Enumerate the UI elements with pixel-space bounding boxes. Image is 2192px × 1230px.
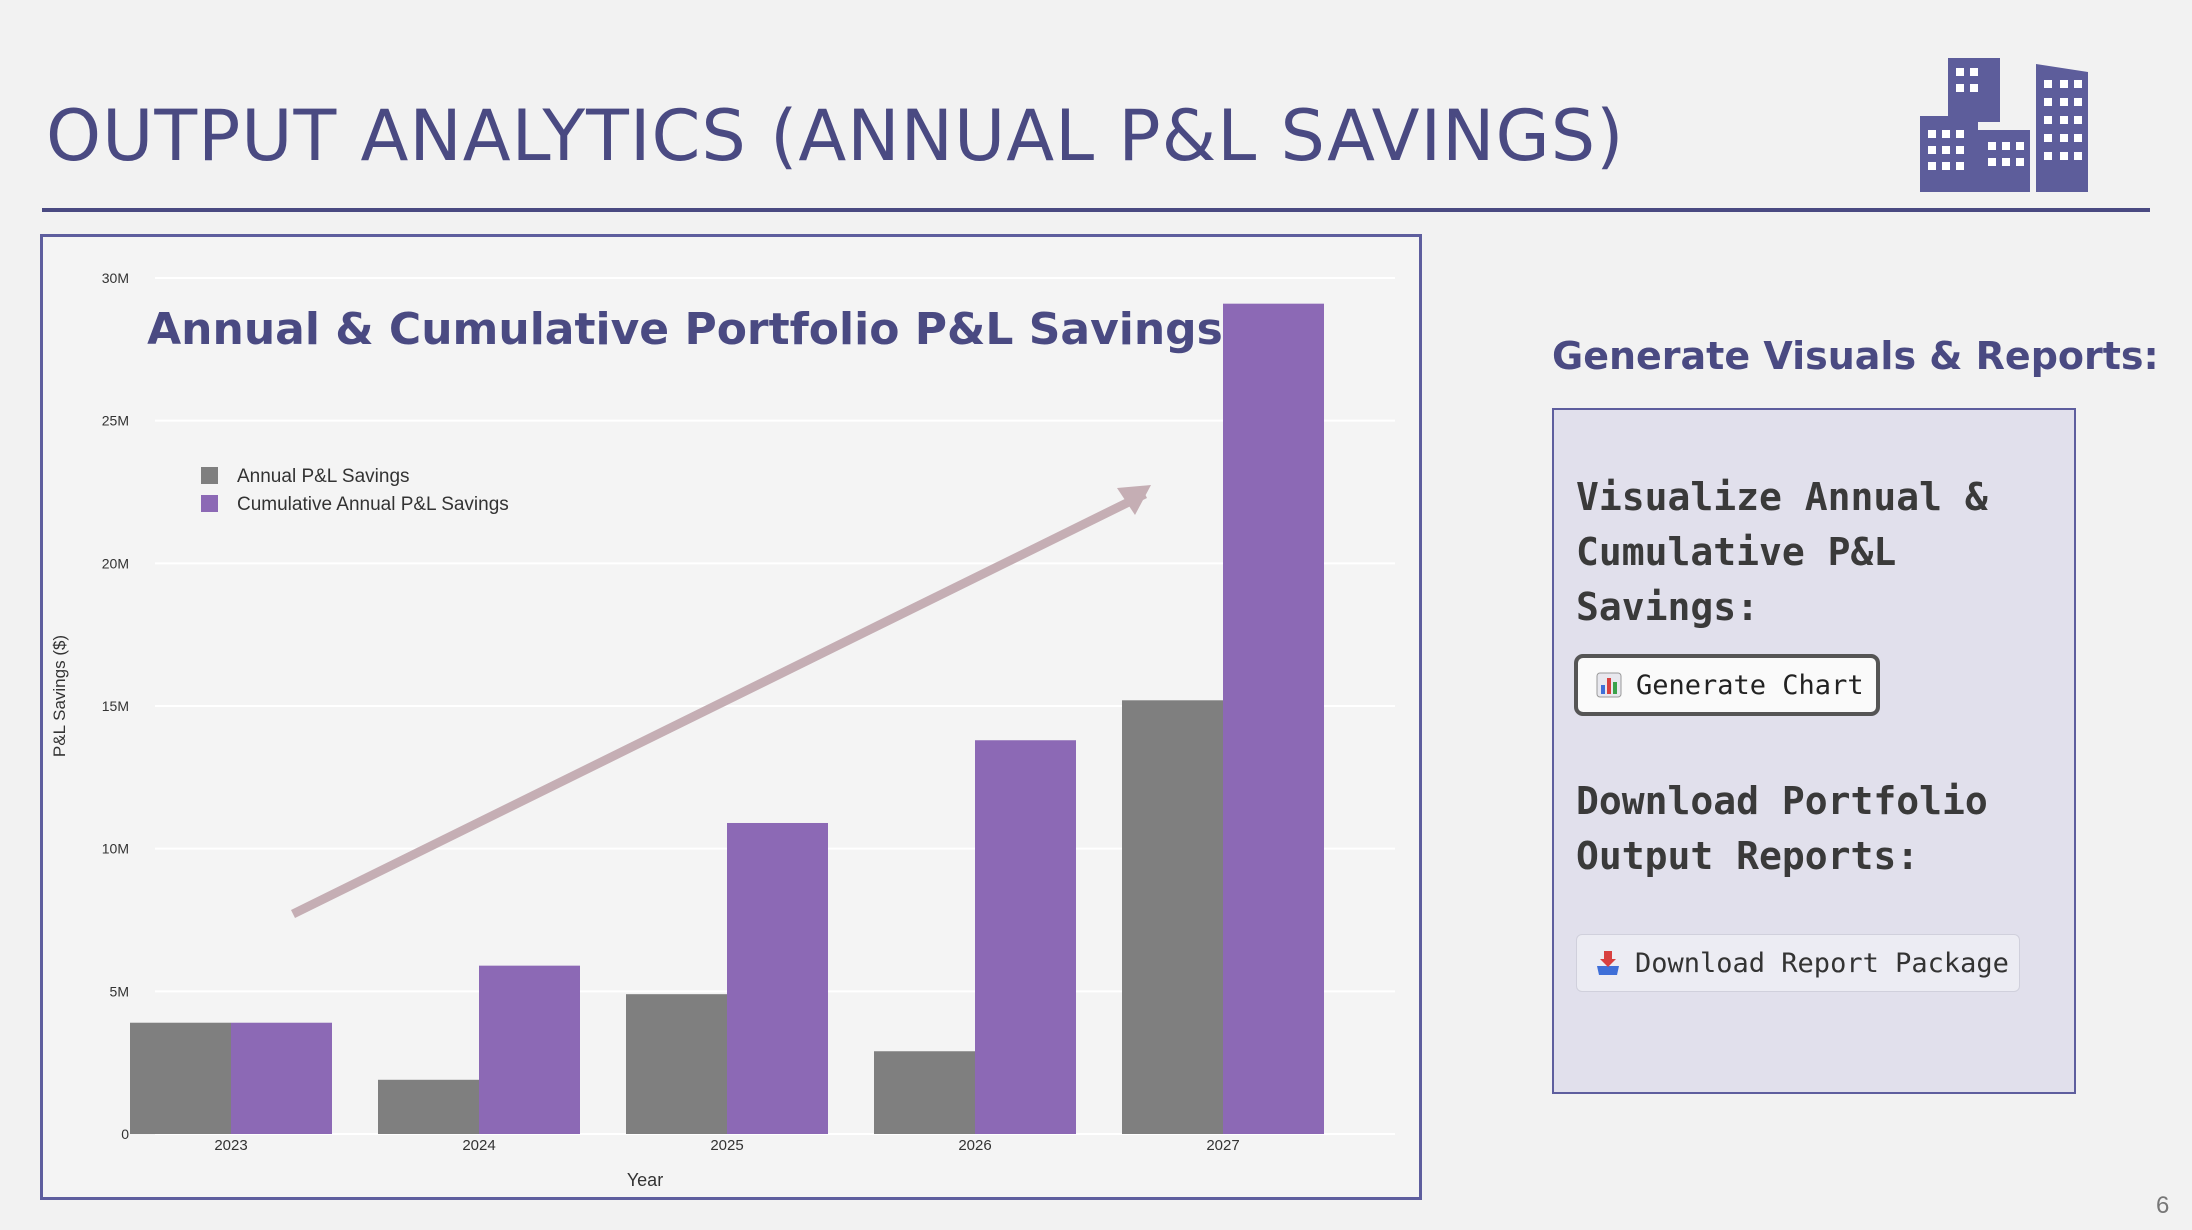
y-tick-label: 15M [102, 698, 129, 714]
page-title: OUTPUT ANALYTICS (ANNUAL P&L SAVINGS) [46, 95, 1625, 177]
y-tick-label: 5M [110, 983, 129, 999]
title-divider [42, 208, 2150, 212]
bar-cumulative-2024 [479, 965, 580, 1134]
chart-panel: 0 5M 10M 15M 20M 25M 30M 2023 2024 2025 2026 2027 A… [40, 234, 1422, 1200]
bar-chart-icon [1596, 672, 1622, 698]
bar-annual-2026 [874, 1051, 975, 1134]
inbox-tray-icon [1597, 951, 1619, 975]
bar-cumulative-2023 [231, 1022, 332, 1134]
bar-annual-2025 [626, 994, 727, 1134]
legend-swatch-annual [201, 467, 218, 484]
x-axis-label: Year [627, 1170, 663, 1190]
x-tick-label: 2027 [1206, 1137, 1239, 1154]
chart-title: Annual & Cumulative Portfolio P&L Saving… [147, 304, 1223, 355]
trend-arrow-head [1117, 485, 1151, 515]
action-panel: Visualize Annual & Cumulative P&L Saving… [1552, 408, 2076, 1094]
y-tick-label: 20M [102, 555, 129, 571]
pl-savings-chart: 0 5M 10M 15M 20M 25M 30M 2023 2024 2025 2026 2027 A… [50, 270, 1395, 1190]
side-heading: Generate Visuals & Reports: [1552, 334, 2159, 378]
x-tick-label: 2024 [462, 1137, 495, 1154]
y-tick-label: 0 [121, 1126, 129, 1142]
bar-annual-2023 [130, 1022, 231, 1134]
bar-cumulative-2025 [727, 822, 828, 1134]
legend-swatch-cumulative [201, 495, 218, 512]
x-tick-label: 2025 [710, 1137, 743, 1154]
legend-label-cumulative: Cumulative Annual P&L Savings [237, 494, 509, 515]
bar-annual-2024 [378, 1079, 479, 1134]
y-tick-label: 10M [102, 841, 129, 857]
bar-cumulative-2026 [975, 740, 1076, 1134]
y-tick-label: 30M [102, 270, 129, 286]
generate-chart-label: Generate Chart [1636, 669, 1864, 701]
download-report-button[interactable]: Download Report Package [1576, 934, 2020, 992]
generate-chart-button[interactable]: Generate Chart [1574, 654, 1880, 716]
page-number: 6 [2156, 1192, 2170, 1219]
download-report-label: Download Report Package [1635, 947, 2009, 979]
x-tick-label: 2023 [214, 1137, 247, 1154]
download-instructions: Download Portfolio Output Reports: [1576, 779, 1988, 878]
x-tick-label: 2026 [958, 1137, 991, 1154]
y-tick-label: 25M [102, 413, 129, 429]
bar-cumulative-2027 [1223, 303, 1324, 1134]
y-axis-label: P&L Savings ($) [50, 635, 69, 757]
visualize-instructions: Visualize Annual & Cumulative P&L Saving… [1576, 475, 1988, 629]
buildings-icon [1920, 58, 2088, 192]
bar-annual-2027 [1122, 700, 1223, 1134]
trend-arrow-line [291, 489, 1147, 919]
legend-label-annual: Annual P&L Savings [237, 466, 410, 487]
